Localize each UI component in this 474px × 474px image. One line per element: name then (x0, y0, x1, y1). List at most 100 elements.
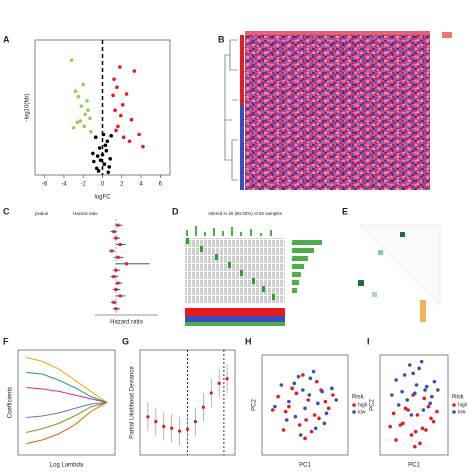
point (104, 148, 109, 153)
point (301, 373, 305, 377)
hr-point (116, 223, 120, 227)
point (119, 113, 123, 118)
hr-point (118, 243, 122, 246)
point (270, 408, 275, 412)
oncoplot-panel (185, 226, 322, 326)
point (401, 421, 405, 426)
point (402, 373, 407, 377)
coef-line (25, 357, 108, 403)
point (71, 125, 76, 130)
point (103, 143, 108, 148)
point (75, 120, 80, 125)
point (276, 394, 280, 399)
point (108, 157, 113, 161)
point (435, 409, 439, 414)
hr-point (116, 255, 120, 259)
titv-strip (185, 322, 285, 326)
point (98, 158, 103, 162)
x-tick-label: -4 (61, 182, 67, 188)
legend-marker (352, 410, 356, 414)
legend-marker (452, 403, 456, 407)
point (320, 389, 325, 394)
point (413, 429, 418, 434)
point (429, 416, 433, 421)
point (141, 144, 145, 149)
point (287, 404, 291, 409)
point (102, 162, 107, 166)
legend-marker (352, 403, 356, 407)
plot-frame (379, 354, 449, 456)
panel-label: C (3, 206, 10, 216)
coef-line (25, 402, 108, 433)
point (334, 398, 338, 402)
panel-label: H (245, 336, 252, 346)
point (420, 426, 425, 431)
point (101, 132, 106, 137)
point (86, 108, 90, 112)
legend-label: low (458, 409, 466, 415)
point (113, 108, 117, 112)
hr-point (112, 300, 116, 304)
cell (358, 280, 364, 286)
hr-point (112, 230, 116, 234)
point (331, 393, 335, 397)
chart-title: Altered in 40 (80.00%) of 50 samples (208, 211, 283, 216)
side-bars (292, 240, 322, 293)
point (97, 146, 102, 150)
hr-point (125, 262, 128, 266)
panel-label: A (3, 34, 10, 44)
dendrogram (224, 39, 238, 181)
point (390, 393, 394, 397)
point (127, 139, 132, 144)
point (307, 393, 312, 397)
plot-frame (17, 349, 116, 456)
y-axis-label: -log10(fdr) (25, 94, 31, 122)
point (409, 433, 414, 437)
triangle (359, 224, 441, 306)
point (298, 433, 303, 437)
point (394, 438, 398, 442)
point (413, 391, 417, 396)
point (304, 418, 308, 422)
point (430, 394, 434, 399)
coef-line (26, 402, 107, 418)
point (293, 414, 298, 419)
legend-label: high (358, 402, 368, 408)
point (279, 383, 284, 387)
legend-title: Risk (452, 395, 465, 401)
hr-point (114, 307, 118, 311)
point (89, 130, 93, 134)
point (105, 139, 110, 144)
point (396, 403, 401, 407)
point (400, 389, 404, 394)
point (281, 428, 286, 432)
hr-point (114, 268, 118, 272)
point (432, 379, 437, 384)
x-axis-label: PC1 (408, 463, 420, 469)
coef-line (25, 402, 108, 445)
point (431, 419, 436, 424)
point (121, 135, 126, 139)
x-tick-label: -6 (42, 182, 48, 188)
point (82, 124, 86, 129)
point (388, 424, 393, 429)
titv-strip (185, 308, 285, 316)
point (284, 418, 289, 422)
coef-line (26, 372, 108, 403)
legend-title: Risk (352, 395, 365, 401)
point (424, 428, 428, 432)
legend-swatch (442, 32, 452, 38)
point (315, 379, 319, 384)
y-axis-label: PC2 (370, 399, 376, 411)
point (417, 366, 421, 371)
x-tick-label: 4 (139, 182, 143, 188)
point (303, 436, 307, 441)
heatmap-overlay (245, 35, 430, 190)
point (326, 406, 331, 411)
point (120, 103, 125, 107)
point (209, 391, 213, 395)
point (303, 406, 307, 411)
point (129, 117, 134, 122)
point (294, 391, 299, 396)
